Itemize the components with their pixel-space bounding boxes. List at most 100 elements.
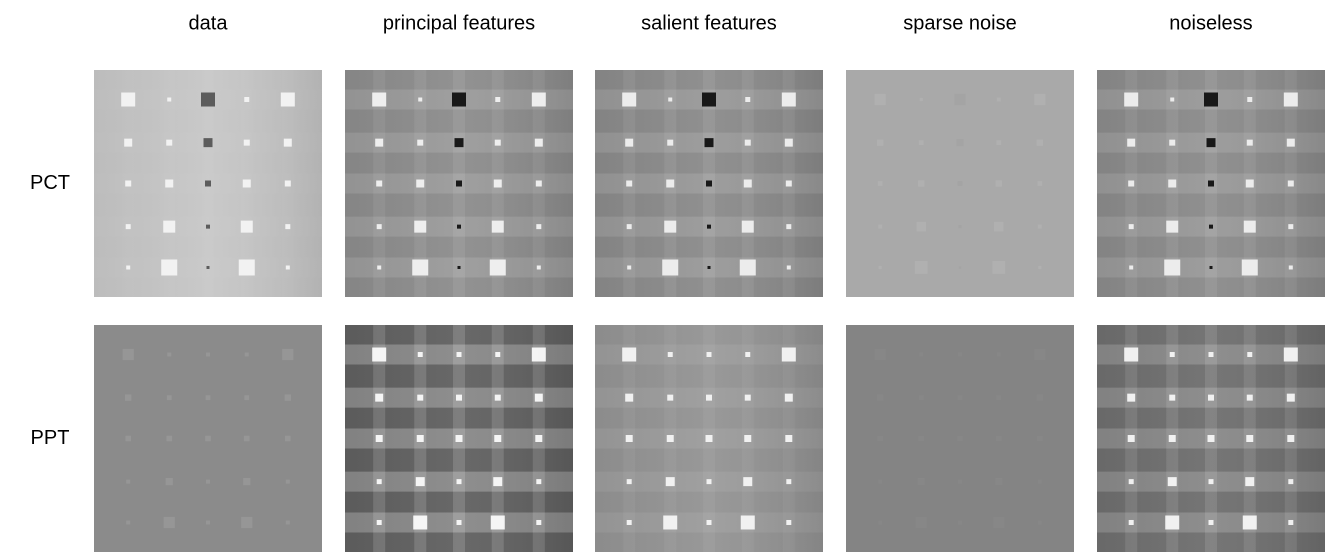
spot [458,266,461,269]
spot [1247,140,1253,146]
spot [1129,224,1134,229]
image-panel [595,325,823,552]
spot [207,266,210,269]
spot [1245,477,1254,486]
spot [996,180,1002,186]
spot [1169,395,1175,401]
spot [744,435,751,442]
spot [879,266,882,269]
spot [125,181,131,187]
row-label: PPT [31,427,70,449]
spot [706,435,713,442]
spot [1127,139,1135,147]
spot [494,180,502,188]
spot [206,520,210,524]
spot [916,222,926,232]
spot [667,395,673,401]
spot [1209,479,1214,484]
column-header: principal features [383,12,535,34]
spot [244,140,250,146]
spot [1034,94,1045,105]
spot [742,221,754,233]
spot [414,221,426,233]
image-panel [846,325,1074,552]
spot [958,480,962,484]
spot [744,180,752,188]
spot [707,479,712,484]
column-header: noiseless [1169,12,1252,34]
spot [625,394,633,402]
spot [957,436,963,442]
spot [1208,435,1215,442]
spot [786,181,792,187]
spot [495,140,501,146]
spot [377,479,382,484]
spot [452,93,466,107]
spot [166,478,173,485]
image-panel [595,70,823,297]
spot [372,348,386,362]
spot [1124,93,1138,107]
spot [1247,97,1252,102]
spot [1038,520,1042,524]
spot [492,221,504,233]
spot [958,353,962,357]
row-label: PCT [30,172,70,194]
spot [954,94,965,105]
spot [166,140,172,146]
spot [785,139,793,147]
spot [1038,480,1042,484]
spot [745,352,750,357]
spot [285,436,291,442]
spot [1170,98,1174,102]
spot [455,138,464,147]
spot [1209,352,1214,357]
spot [958,181,963,186]
spot [627,479,632,484]
spot [167,353,171,357]
spot [1128,435,1135,442]
spot [376,181,382,187]
spot [997,98,1001,102]
spot [491,515,505,529]
spot [878,225,882,229]
spot [206,353,210,357]
spot [705,138,714,147]
spot [285,394,291,400]
spot [782,93,796,107]
spot [1166,221,1178,233]
spot [417,140,423,146]
spot [1287,435,1294,442]
spot [535,394,543,402]
spot [456,395,462,401]
spot [495,352,500,357]
spot [126,520,130,524]
spot [457,520,462,525]
spot [243,478,250,485]
spot [667,435,674,442]
spot [1210,266,1213,269]
spot [535,139,543,147]
spot [125,394,131,400]
spot [536,181,542,187]
spot [877,394,883,400]
spot [418,352,423,357]
image-panel [846,70,1074,297]
spot [663,515,677,529]
spot [126,265,130,269]
spot [706,395,712,401]
spot [627,265,631,269]
spot [1038,225,1042,229]
spot [627,520,632,525]
image-panel [1097,70,1325,297]
spot [536,224,541,229]
spot [418,98,422,102]
spot [205,181,211,187]
spot [1287,394,1295,402]
spot [1170,352,1175,357]
spot [707,352,712,357]
spot [878,480,882,484]
spot [377,520,382,525]
spot [1209,225,1213,229]
spot [284,139,292,147]
